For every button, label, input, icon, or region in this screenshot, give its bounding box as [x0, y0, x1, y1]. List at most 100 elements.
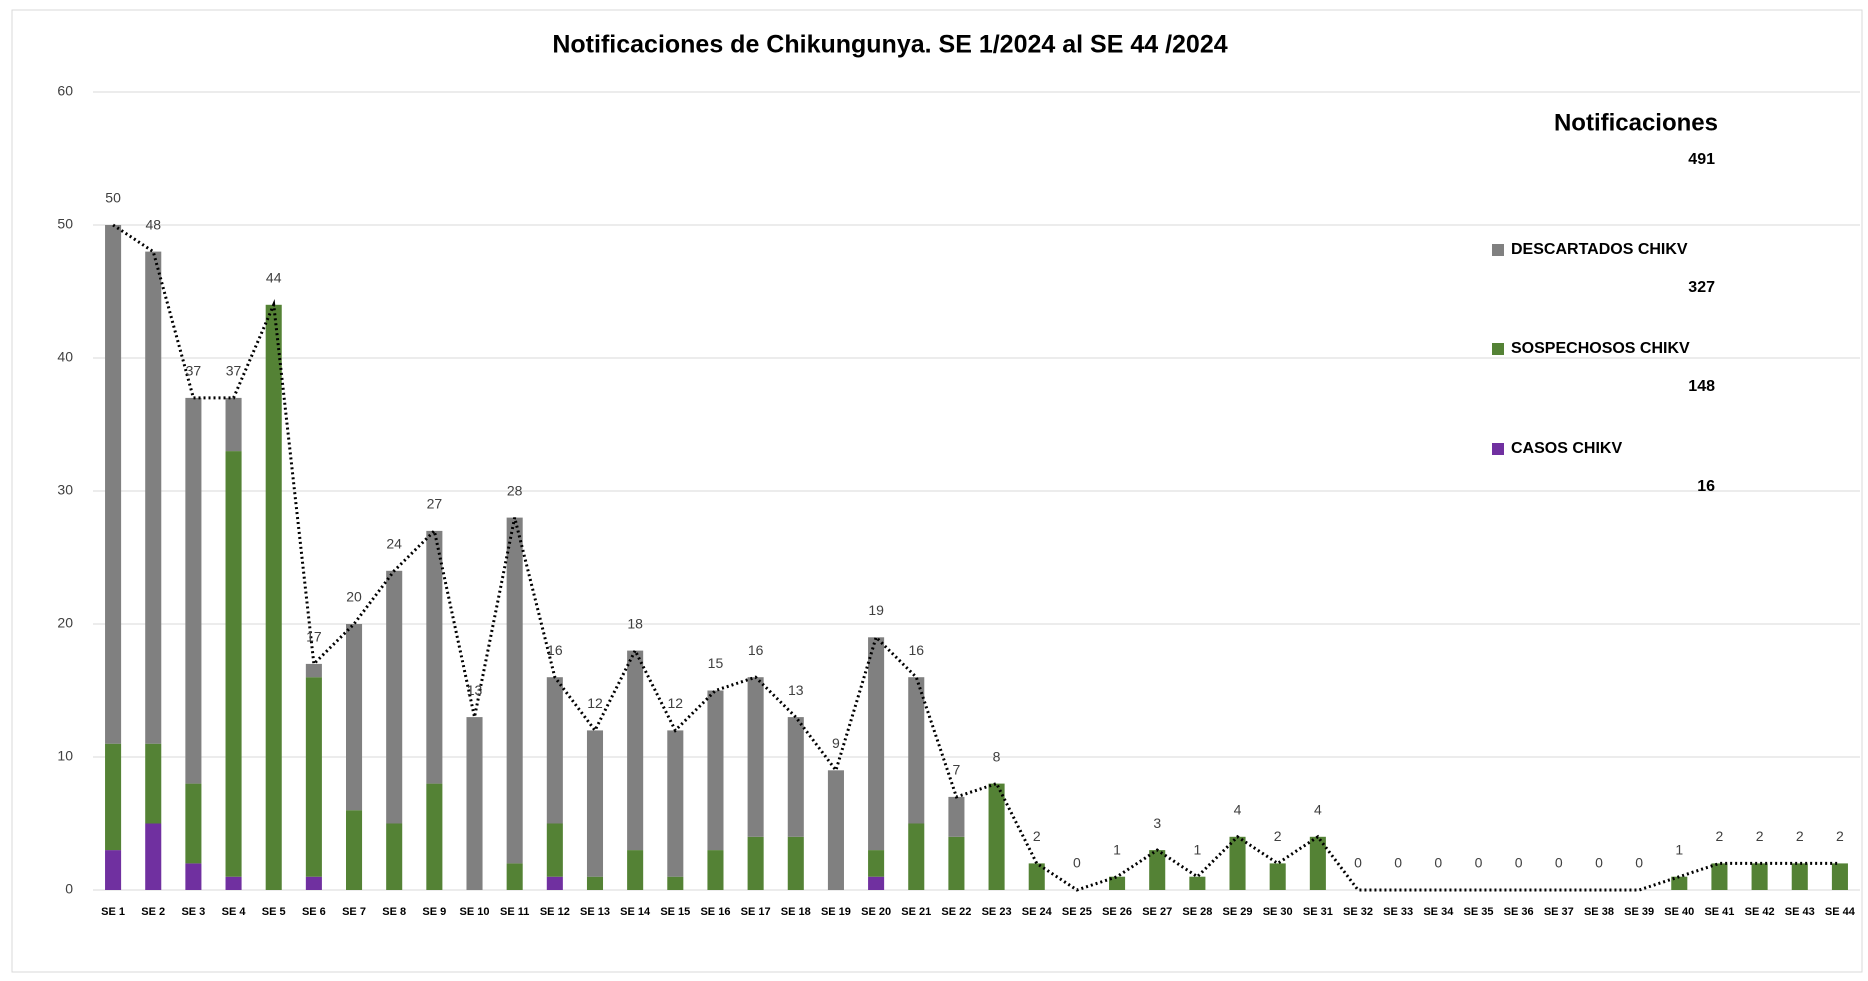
bar-segment: [707, 850, 724, 890]
bar-segment: [225, 397, 242, 452]
x-tick-label: SE 14: [620, 906, 651, 918]
x-tick-label: SE 31: [1303, 906, 1333, 918]
x-tick-label: SE 42: [1745, 906, 1775, 918]
x-tick-label: SE 9: [422, 906, 446, 918]
bar-segment: [1791, 863, 1808, 890]
x-tick-label: SE 36: [1504, 906, 1534, 918]
bar-segment: [1189, 876, 1206, 890]
summary-title: Notificaciones: [1554, 109, 1718, 136]
bar-segment: [1831, 863, 1848, 890]
data-label: 1: [1113, 841, 1121, 857]
bar-segment: [546, 823, 563, 877]
y-tick-label: 60: [57, 83, 73, 99]
bar-segment: [386, 823, 403, 890]
x-tick-label: SE 22: [941, 906, 971, 918]
data-label: 18: [627, 615, 643, 631]
legend-label: DESCARTADOS CHIKV: [1511, 241, 1688, 258]
x-tick-label: SE 29: [1223, 906, 1253, 918]
bar-segment: [908, 823, 925, 890]
bar-segment: [145, 823, 162, 890]
bar-segment: [225, 876, 242, 890]
bar-segment: [225, 451, 242, 877]
data-label: 17: [306, 629, 322, 645]
x-tick-label: SE 40: [1664, 906, 1694, 918]
data-label: 2: [1274, 828, 1282, 844]
bar-segment: [707, 690, 724, 851]
data-label: 3: [1153, 815, 1161, 831]
data-label: 2: [1033, 828, 1041, 844]
bar-segment: [466, 717, 483, 890]
summary-total: 491: [1688, 151, 1715, 168]
chart-title: Notificaciones de Chikungunya. SE 1/2024…: [552, 31, 1227, 59]
data-label: 27: [427, 496, 443, 512]
bar-segment: [908, 677, 925, 824]
data-label: 4: [1314, 802, 1322, 818]
x-tick-label: SE 5: [262, 906, 286, 918]
bar-segment: [305, 876, 322, 890]
bar-segment: [506, 517, 523, 864]
data-label: 24: [386, 536, 402, 552]
legend-total: 327: [1688, 279, 1715, 296]
legend-total: 16: [1697, 478, 1715, 495]
bar-segment: [868, 876, 885, 890]
data-label: 16: [748, 642, 764, 658]
y-tick-label: 20: [57, 615, 73, 631]
bar-segment: [1671, 876, 1688, 890]
data-label: 7: [953, 762, 961, 778]
bar-segment: [827, 770, 844, 890]
bar-segment: [386, 570, 403, 824]
bar-segment: [627, 650, 644, 851]
bar-segment: [586, 876, 604, 890]
x-tick-label: SE 41: [1704, 906, 1734, 918]
x-tick-label: SE 44: [1825, 906, 1856, 918]
bar-segment: [1028, 863, 1045, 890]
data-label: 2: [1756, 828, 1764, 844]
data-label: 0: [1073, 855, 1081, 871]
x-tick-label: SE 13: [580, 906, 610, 918]
bar-segment: [1109, 876, 1126, 890]
x-tick-label: SE 8: [382, 906, 406, 918]
bar-segment: [787, 717, 804, 837]
data-label: 0: [1354, 855, 1362, 871]
legend-swatch: [1492, 244, 1504, 256]
data-label: 0: [1434, 855, 1442, 871]
bar-segment: [305, 677, 322, 877]
bar-segment: [145, 251, 162, 744]
data-label: 37: [226, 363, 242, 379]
bar-segment: [305, 663, 322, 678]
bar-segment: [145, 743, 162, 824]
x-tick-label: SE 10: [460, 906, 490, 918]
bar-segment: [1309, 836, 1326, 890]
data-label: 0: [1595, 855, 1603, 871]
y-tick-label: 50: [57, 216, 73, 232]
bar-segment: [1269, 863, 1286, 890]
x-tick-label: SE 15: [660, 906, 690, 918]
x-tick-label: SE 18: [781, 906, 811, 918]
x-tick-label: SE 2: [141, 906, 165, 918]
x-tick-label: SE 38: [1584, 906, 1614, 918]
bar-segment: [346, 810, 363, 890]
bar-segment: [506, 863, 523, 890]
x-tick-label: SE 30: [1263, 906, 1293, 918]
x-tick-label: SE 7: [342, 906, 366, 918]
bar-segment: [1751, 863, 1768, 890]
bar-segment: [627, 850, 644, 890]
bar-segment: [586, 730, 604, 877]
x-tick-label: SE 17: [741, 906, 771, 918]
data-label: 2: [1796, 828, 1804, 844]
data-label: 28: [507, 482, 523, 498]
data-label: 0: [1635, 855, 1643, 871]
bar-segment: [185, 863, 202, 890]
data-label: 8: [993, 748, 1001, 764]
bar-segment: [105, 225, 122, 744]
legend-total: 148: [1688, 378, 1715, 395]
x-tick-label: SE 26: [1102, 906, 1132, 918]
data-label: 16: [547, 642, 563, 658]
data-label: 37: [186, 363, 202, 379]
data-label: 0: [1555, 855, 1563, 871]
x-tick-label: SE 32: [1343, 906, 1373, 918]
legend-label: SOSPECHOSOS CHIKV: [1511, 340, 1690, 357]
data-label: 0: [1394, 855, 1402, 871]
legend-swatch: [1492, 443, 1504, 455]
